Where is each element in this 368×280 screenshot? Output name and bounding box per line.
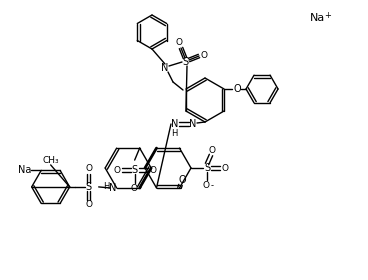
- Text: O: O: [179, 175, 186, 185]
- Text: O: O: [85, 200, 92, 209]
- Text: O: O: [233, 84, 241, 94]
- Text: -: -: [138, 184, 141, 193]
- Text: N: N: [161, 63, 169, 73]
- Text: O: O: [209, 146, 216, 155]
- Text: O: O: [149, 165, 156, 175]
- Text: N: N: [171, 119, 179, 129]
- Text: S: S: [204, 163, 210, 173]
- Text: -: -: [210, 181, 213, 190]
- Text: O: O: [176, 38, 183, 46]
- Text: O: O: [85, 164, 92, 173]
- Text: O: O: [201, 50, 208, 60]
- Text: +: +: [324, 11, 331, 20]
- Text: N: N: [189, 119, 197, 129]
- Text: CH₃: CH₃: [42, 157, 59, 165]
- Text: O: O: [222, 164, 229, 172]
- Text: O: O: [130, 184, 137, 193]
- Text: O: O: [113, 165, 120, 175]
- Text: H: H: [103, 182, 110, 192]
- Text: N: N: [109, 183, 116, 193]
- Text: S: S: [182, 57, 188, 67]
- Text: O: O: [202, 181, 209, 190]
- Text: Na: Na: [310, 13, 325, 23]
- Text: S: S: [132, 165, 138, 175]
- Text: Na: Na: [18, 165, 32, 176]
- Text: S: S: [86, 182, 92, 192]
- Text: H: H: [171, 129, 177, 137]
